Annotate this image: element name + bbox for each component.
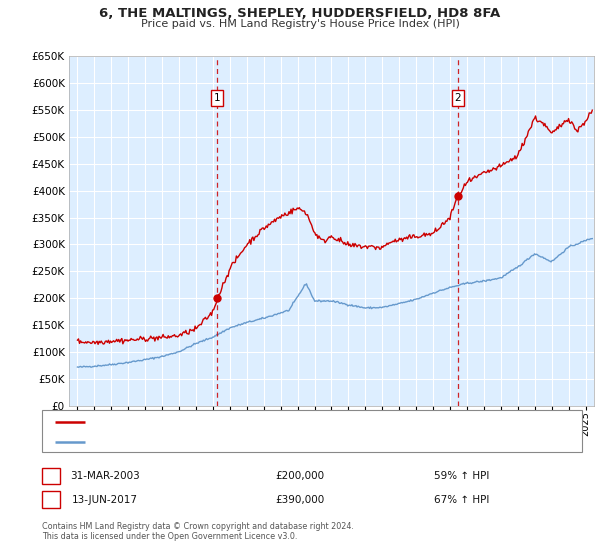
Text: 59% ↑ HPI: 59% ↑ HPI	[434, 471, 490, 481]
Text: 31-MAR-2003: 31-MAR-2003	[70, 471, 140, 481]
Text: 6, THE MALTINGS, SHEPLEY, HUDDERSFIELD, HD8 8FA (detached house): 6, THE MALTINGS, SHEPLEY, HUDDERSFIELD, …	[92, 417, 446, 427]
Text: 1: 1	[47, 471, 55, 481]
Text: 2: 2	[454, 93, 461, 103]
Text: This data is licensed under the Open Government Licence v3.0.: This data is licensed under the Open Gov…	[42, 532, 298, 542]
Text: Contains HM Land Registry data © Crown copyright and database right 2024.: Contains HM Land Registry data © Crown c…	[42, 522, 354, 531]
Text: 6, THE MALTINGS, SHEPLEY, HUDDERSFIELD, HD8 8FA: 6, THE MALTINGS, SHEPLEY, HUDDERSFIELD, …	[100, 7, 500, 20]
Text: 1: 1	[214, 93, 220, 103]
Text: 67% ↑ HPI: 67% ↑ HPI	[434, 494, 490, 505]
Text: Price paid vs. HM Land Registry's House Price Index (HPI): Price paid vs. HM Land Registry's House …	[140, 19, 460, 29]
Text: £390,000: £390,000	[275, 494, 325, 505]
Text: HPI: Average price, detached house, Kirklees: HPI: Average price, detached house, Kirk…	[92, 437, 312, 447]
Text: £200,000: £200,000	[275, 471, 325, 481]
Text: 13-JUN-2017: 13-JUN-2017	[72, 494, 138, 505]
Text: 2: 2	[47, 494, 55, 505]
